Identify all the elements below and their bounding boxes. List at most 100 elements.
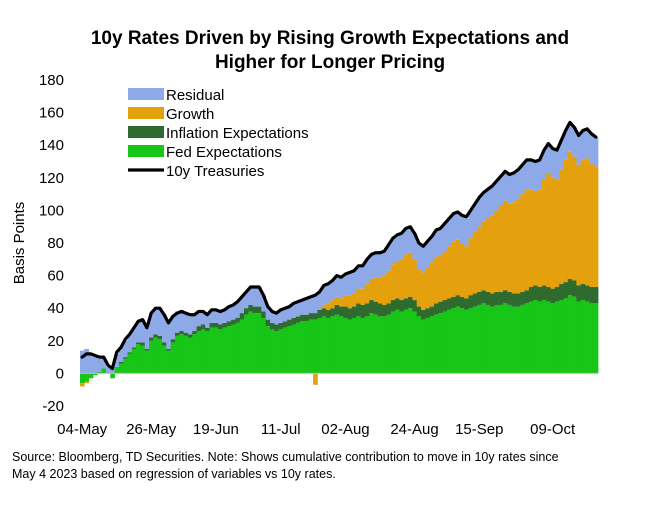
fed-bar (438, 313, 443, 374)
inflation-bar (265, 319, 271, 327)
residual-bar (218, 311, 223, 325)
inflation-bar (330, 308, 336, 317)
fed-bar (304, 321, 310, 374)
inflation-bar (174, 332, 180, 336)
fed-bar (433, 314, 439, 374)
growth-bar (425, 267, 431, 309)
residual-bar (563, 130, 569, 160)
inflation-bar (213, 322, 219, 328)
residual-bar (80, 350, 85, 374)
inflation-bar (123, 357, 128, 359)
fed-bar (347, 319, 353, 374)
residual-bar (386, 244, 392, 271)
residual-bar (507, 174, 513, 204)
residual-bar (269, 311, 275, 323)
residual-bar (295, 301, 301, 317)
inflation-bar (183, 332, 189, 336)
residual-bar (455, 212, 461, 240)
growth-bar (313, 373, 318, 385)
fed-bar (252, 313, 258, 374)
inflation-bar (231, 319, 236, 325)
growth-bar (347, 295, 353, 309)
growth-bar (472, 231, 478, 294)
inflation-bar (153, 334, 159, 338)
fed-bar (321, 316, 327, 374)
residual-bar (416, 243, 422, 270)
residual-bar (140, 319, 146, 343)
fed-bar (364, 316, 370, 374)
inflation-bar (339, 306, 344, 317)
fed-bar (412, 311, 418, 374)
inflation-bar (408, 296, 413, 309)
inflation-bar (256, 306, 262, 314)
inflation-bar (187, 334, 193, 338)
growth-bar (494, 210, 500, 292)
source-note: Source: Bloomberg, TD Securities. Note: … (12, 449, 652, 483)
fed-bar (377, 316, 383, 374)
residual-bar (153, 308, 159, 335)
fed-bar (503, 303, 508, 374)
fed-bar (162, 345, 167, 374)
fed-bar (269, 329, 275, 374)
fed-bar (278, 329, 284, 374)
growth-bar (554, 179, 560, 288)
fed-bar (110, 373, 115, 379)
residual-bar (162, 314, 167, 343)
inflation-bar (541, 285, 547, 301)
fed-bar (585, 301, 590, 374)
residual-bar (321, 285, 327, 305)
growth-bar (563, 159, 569, 283)
fed-bar (205, 331, 210, 374)
fed-bar (174, 335, 180, 374)
fed-bar (395, 309, 400, 374)
y-tick-label: 180 (39, 72, 64, 89)
residual-bar (438, 228, 443, 257)
residual-bar (373, 252, 379, 278)
inflation-bar (222, 322, 228, 328)
growth-bar (351, 293, 357, 307)
fed-bar (84, 373, 90, 382)
inflation-bar (235, 317, 241, 323)
inflation-bar (399, 300, 405, 312)
residual-bar (554, 150, 560, 180)
residual-bar (300, 300, 305, 315)
fed-bar (455, 306, 461, 374)
residual-bar (97, 358, 102, 372)
fed-bar (451, 308, 456, 374)
residual-bar (239, 296, 245, 314)
growth-bar (507, 203, 513, 292)
inflation-bar (321, 308, 327, 317)
fed-bar (351, 317, 357, 374)
residual-bar (580, 130, 586, 160)
inflation-bar (382, 304, 387, 317)
residual-bar (421, 246, 426, 273)
fed-bar (528, 301, 534, 374)
residual-bar (131, 327, 137, 348)
y-tick-label: -20 (42, 398, 64, 415)
inflation-bar (468, 295, 474, 309)
fed-bar (256, 313, 262, 374)
fed-bar (390, 311, 396, 374)
fed-bar (481, 303, 487, 374)
residual-bar (477, 197, 482, 227)
residual-bar (364, 259, 370, 284)
growth-bar (503, 200, 508, 291)
fed-bar (511, 306, 517, 374)
residual-bar (464, 218, 469, 247)
residual-bar (123, 340, 128, 358)
x-tick-label: 19-Jun (193, 421, 239, 438)
growth-bar (377, 277, 383, 304)
fed-bar (192, 334, 197, 374)
residual-bar (550, 148, 556, 178)
inflation-bar (304, 314, 310, 322)
residual-bar (541, 150, 547, 180)
inflation-bar (179, 331, 184, 335)
growth-bar (572, 156, 577, 281)
growth-bar (567, 151, 573, 279)
growth-bar (382, 275, 387, 305)
fed-bar (399, 311, 405, 374)
inflation-bar (477, 291, 482, 305)
inflation-bar (291, 317, 297, 325)
inflation-bar (503, 290, 508, 304)
legend-label: Fed Expectations (166, 144, 282, 161)
